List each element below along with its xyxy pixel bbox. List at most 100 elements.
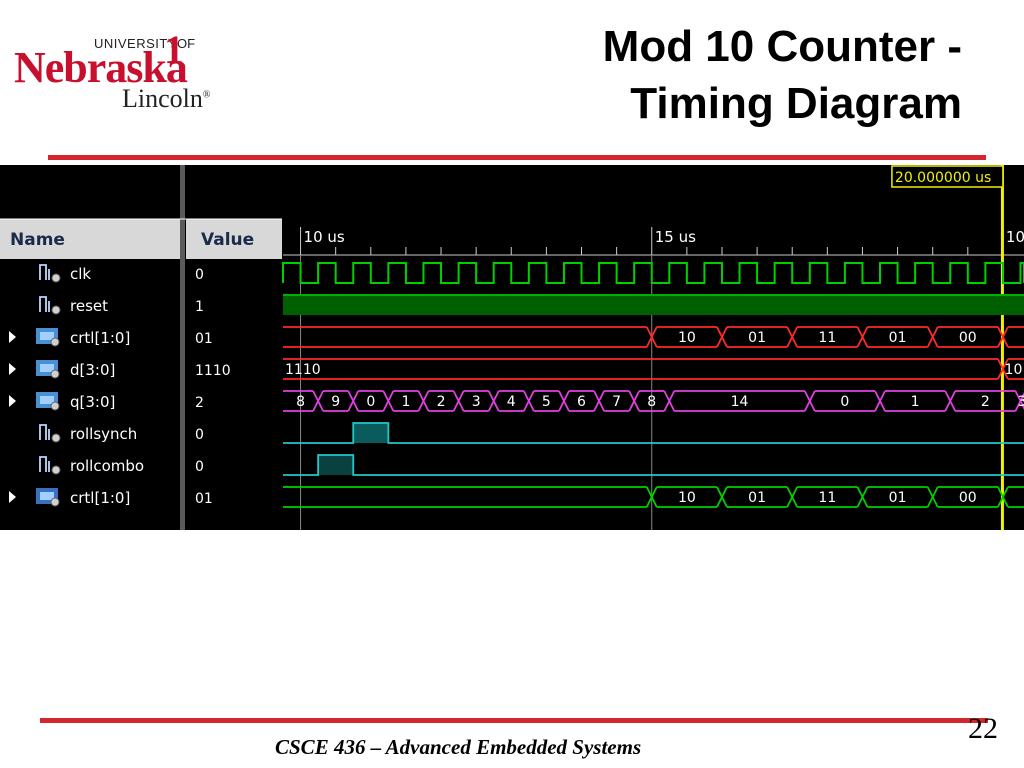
bus-segment[interactable] [861,326,934,348]
bus-segment[interactable] [1019,390,1024,412]
logo-lincoln-text: Lincoln® [122,84,210,114]
bus-segment[interactable] [879,390,952,412]
bus-segment[interactable] [528,390,565,412]
bus-segment[interactable] [457,390,495,412]
bus-signal-icon [36,360,60,379]
cursor-time-label: 20.000000 us [895,170,991,186]
signal-name[interactable]: d[3:0] [70,361,115,379]
bus-segment[interactable] [352,390,390,412]
bus-segment[interactable] [1002,358,1024,380]
value-header-label[interactable]: Value [201,230,254,250]
bus-segment[interactable] [861,486,934,508]
bus-segment[interactable] [283,358,1004,380]
logo-reg: ® [202,89,211,101]
page-number: 22 [968,712,998,745]
bus-value-label: 1110 [285,362,321,378]
bus-value-label: 5 [542,394,551,410]
name-column-header[interactable] [0,219,180,259]
bus-value-label: 11 [818,330,836,346]
signal-value: 01 [195,491,213,507]
bus-segment[interactable] [317,390,355,412]
expand-arrow-icon[interactable] [9,395,16,407]
bus-segment[interactable] [563,390,601,412]
bus-segment[interactable] [650,486,723,508]
signal-name[interactable]: crtl[1:0] [70,329,130,347]
bus-value-label: 1 [911,394,920,410]
signal-value: 0 [195,459,204,475]
bus-segment[interactable] [1002,326,1024,348]
bus-segment[interactable] [650,326,723,348]
bus-segment[interactable] [931,326,1004,348]
bit-signal-icon [39,264,61,283]
rollcombo-waveform[interactable] [283,454,1024,476]
bus-segment[interactable] [721,486,794,508]
bus-value-label: 2 [981,394,990,410]
bus-value-label: 14 [731,394,749,410]
bus-segment[interactable] [283,326,653,348]
signal-value: 0 [195,427,204,443]
bus-segment[interactable] [931,486,1004,508]
bit-signal-icon [39,296,61,315]
bus-value-label: 01 [748,490,766,506]
bus-segment[interactable] [791,486,864,508]
signal-name[interactable]: rollsynch [70,425,137,443]
value-column-header[interactable] [186,219,282,259]
bus-segment[interactable] [721,326,794,348]
bus-segment[interactable] [1002,486,1024,508]
clk-waveform[interactable] [282,262,1024,284]
bus-segment[interactable] [633,390,671,412]
logo-campus: Lincoln [122,84,203,113]
university-logo: UNIVERSITY 1 OF Nebraska Lincoln® [14,27,214,122]
signal-name[interactable]: q[3:0] [70,393,115,411]
bit-signal-icon [39,424,61,443]
bus-value-label: 3 [472,394,481,410]
bus-segment[interactable] [283,390,320,412]
waveform-viewer[interactable]: Name Value 10 us 15 us 10 20.000000 us clk 0 res… [0,165,1024,530]
cursor-time-box[interactable] [891,165,1004,188]
expand-arrow-icon[interactable] [9,331,16,343]
bus-segment[interactable] [492,390,530,412]
logo-one-mark: 1 [164,27,184,72]
bus-segment[interactable] [808,390,882,412]
time-cursor[interactable] [1000,165,1004,530]
bus-segment[interactable] [387,390,425,412]
bus-value-label: 7 [612,394,621,410]
bus-value-label: 6 [577,394,586,410]
bus-value-label: 10 [678,330,696,346]
bus-segment[interactable] [283,486,653,508]
bus-segment[interactable] [791,326,864,348]
bus-value-label: 01 [889,490,907,506]
bus-signal-icon [36,392,60,411]
bit-signal-icon [39,456,61,475]
bus-segment[interactable] [598,390,636,412]
signal-name[interactable]: rollcombo [70,457,144,475]
signal-name[interactable]: reset [70,297,108,315]
expand-arrow-icon[interactable] [9,491,16,503]
bus-segment[interactable] [668,390,811,412]
logo-university-text: UNIVERSITY [94,36,178,51]
output-bus-icon [36,488,60,507]
logo-nebraska-text: Nebraska [14,43,188,92]
rollcombo-pulse-fill[interactable] [318,455,354,475]
bus-value-label: 0 [840,394,849,410]
name-column-divider[interactable] [180,165,185,530]
expand-arrow-icon[interactable] [9,363,16,375]
bus-value-label: 10 [678,490,696,506]
signal-name[interactable]: clk [70,265,91,283]
bus-signal-icon [36,328,60,347]
logo-of-text: OF [177,36,196,51]
reset-waveform-fill[interactable] [283,295,1024,315]
bus-value-label: 00 [959,490,977,506]
bus-value-label: 0 [366,394,375,410]
time-axis-label: 10 [1006,228,1024,246]
rollsynch-pulse-fill[interactable] [353,423,389,443]
bus-value-label: 3 [1018,394,1024,410]
signal-name[interactable]: crtl[1:0] [70,489,130,507]
bus-segment[interactable] [422,390,460,412]
rollsynch-waveform[interactable] [283,422,1024,444]
bus-value-label: 01 [748,330,766,346]
bus-value-label: 9 [331,394,340,410]
name-header-label[interactable]: Name [10,230,65,250]
bus-segment[interactable] [949,390,1022,412]
